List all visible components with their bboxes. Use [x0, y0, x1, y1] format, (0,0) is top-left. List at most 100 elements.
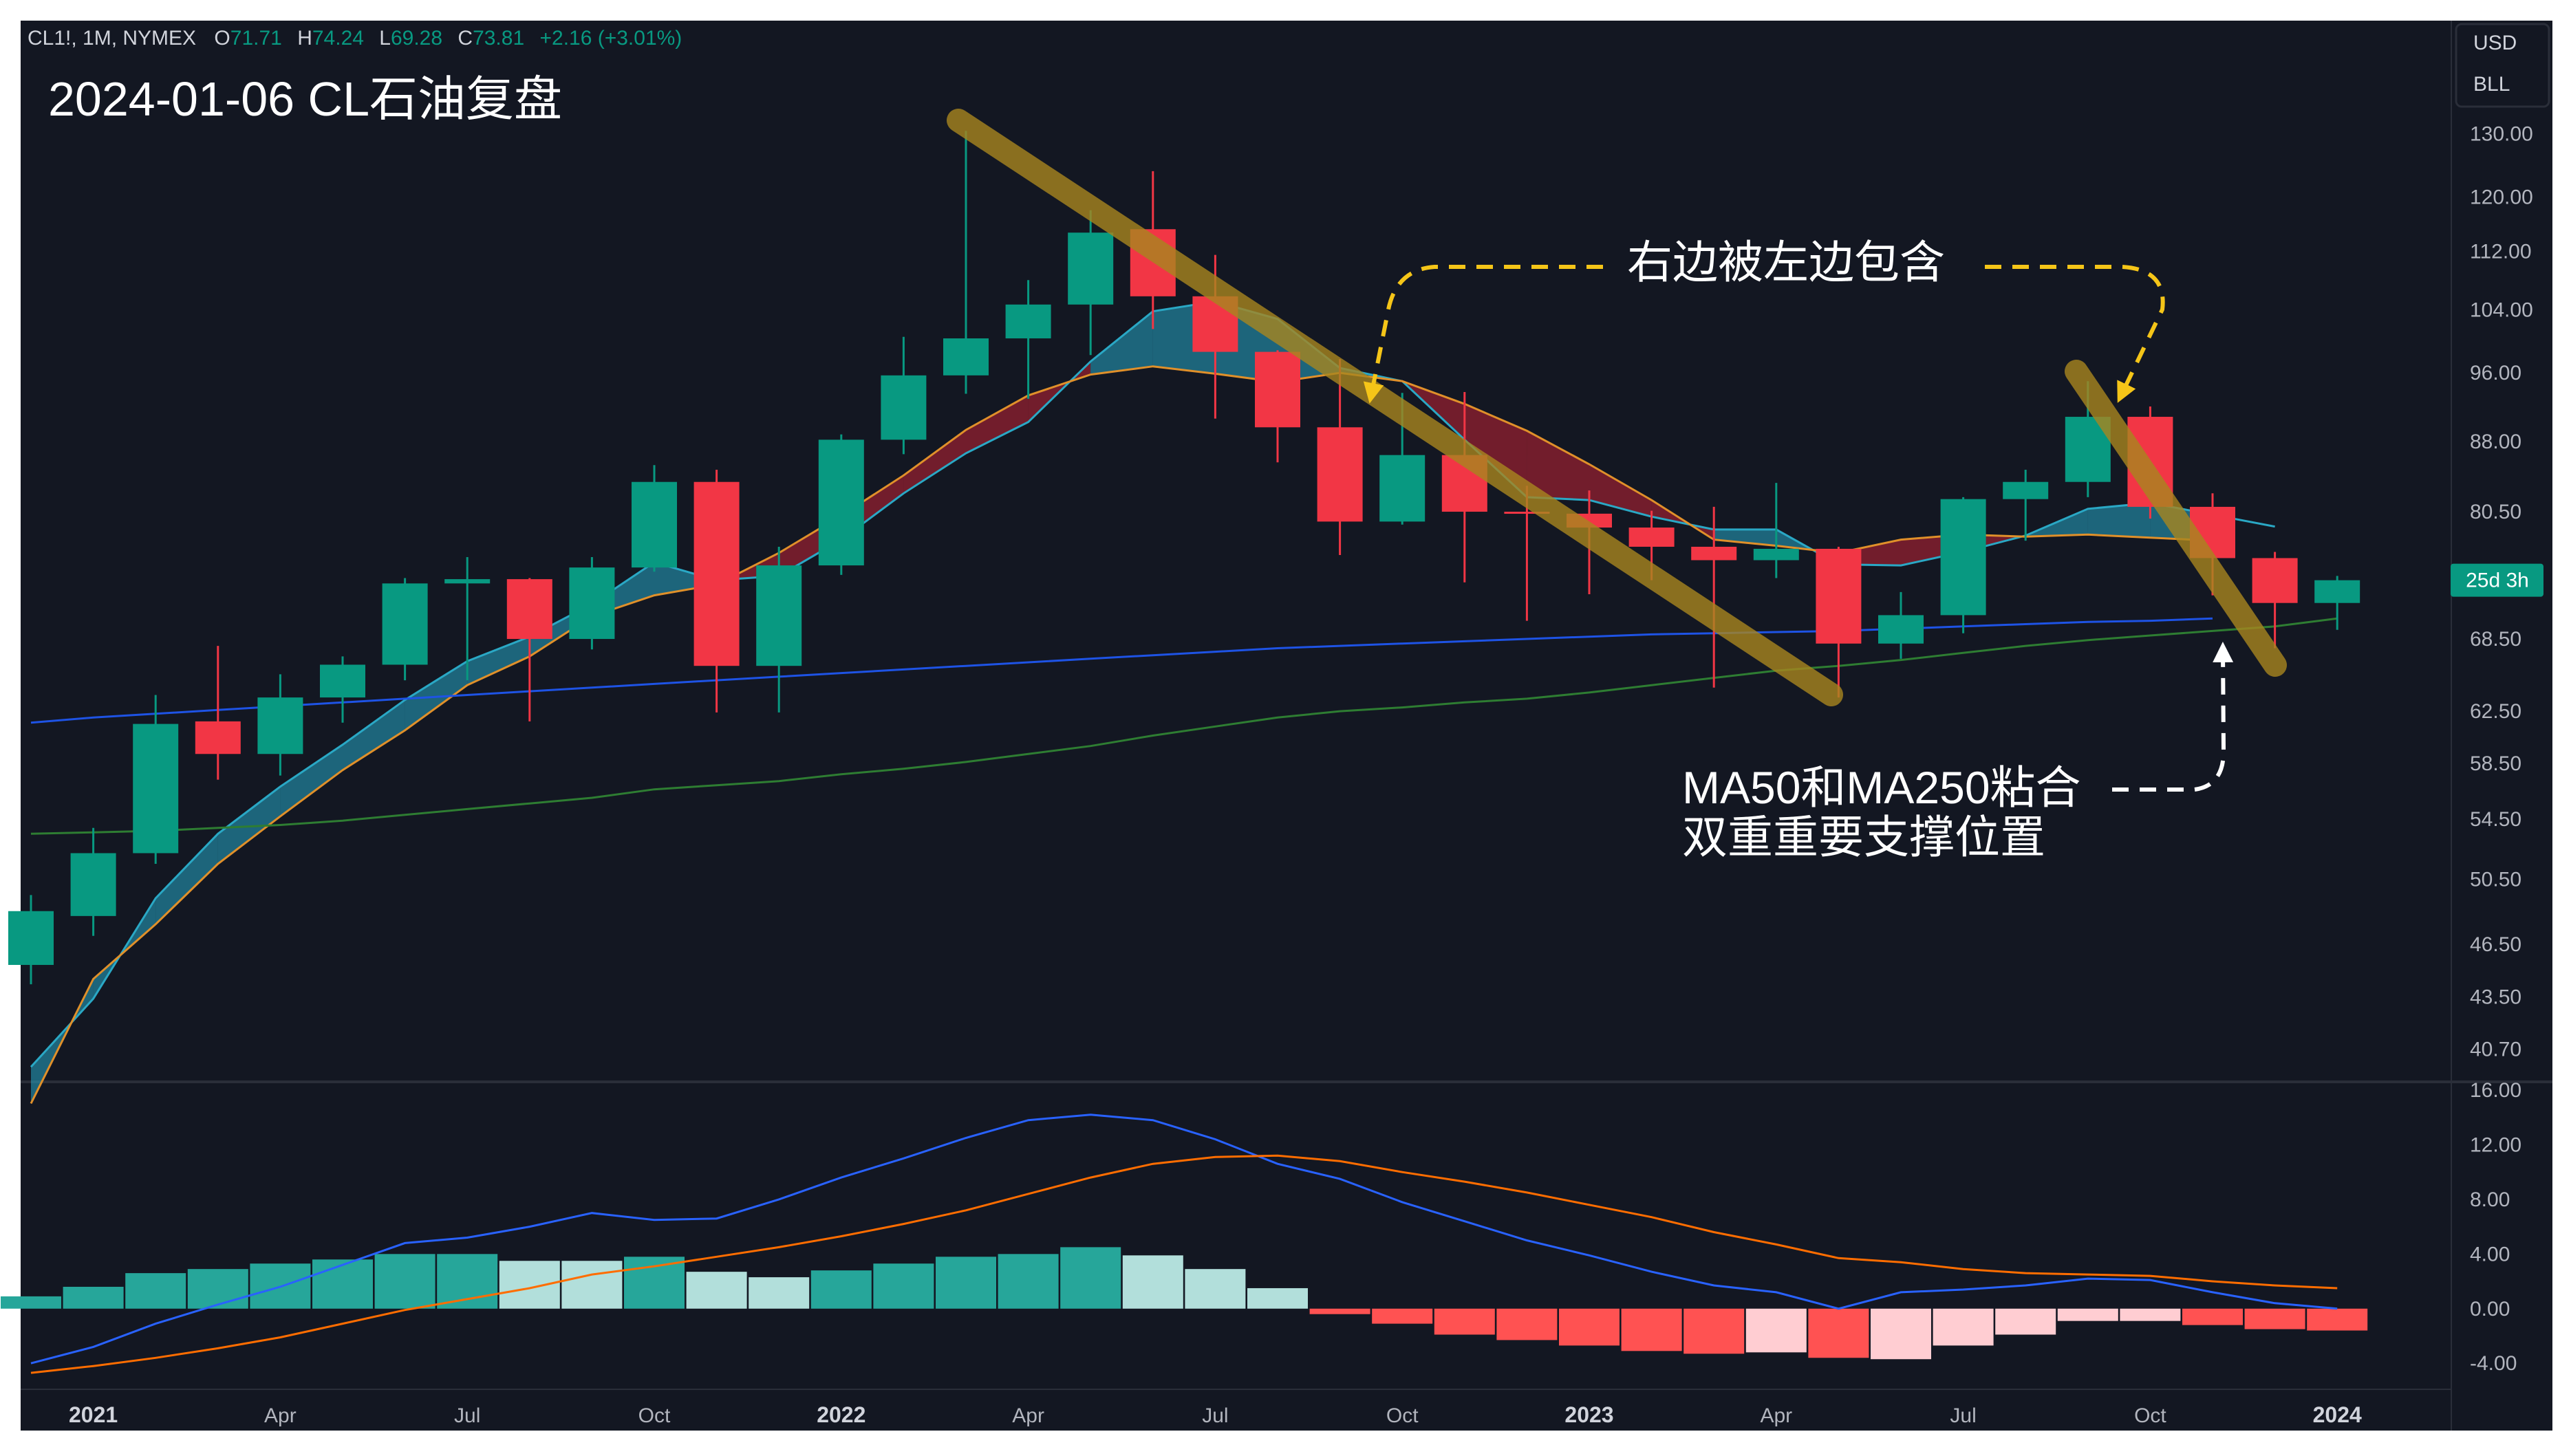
macd-bar: [2057, 1308, 2118, 1321]
candle-2023-04: [1753, 483, 1799, 578]
unit-label: BLL: [2473, 73, 2510, 96]
candle-body: [1753, 548, 1799, 561]
candle-body: [1255, 351, 1300, 428]
candle-body: [2252, 558, 2298, 603]
candle-2022-05: [1068, 210, 1114, 356]
macd-bar: [1496, 1308, 1558, 1340]
candle-body: [70, 853, 116, 916]
chart-title: 2024-01-06 CL石油复盘: [48, 72, 562, 126]
time-tick: Apr: [1012, 1404, 1044, 1427]
price-tick: 40.70: [2470, 1039, 2521, 1061]
macd-tick: -4.00: [2470, 1352, 2517, 1375]
macd-axis: 16.00 12.00 8.00 4.00 0.00 -4.00: [2470, 1079, 2521, 1375]
macd-bar: [437, 1254, 498, 1309]
time-axis: 2021 Apr Jul Oct 2022 Apr Jul Oct 2023 Apr Jul Oct 2…: [69, 1402, 2362, 1427]
time-tick: Jul: [454, 1404, 480, 1427]
candle-2023-05: [1816, 546, 1862, 698]
cloud-segment: [280, 744, 343, 816]
change-value: +2.16 (+3.01%): [539, 27, 682, 50]
time-tick: Oct: [638, 1404, 671, 1427]
macd-bar: [1434, 1308, 1495, 1335]
macd-bar: [749, 1277, 810, 1309]
svg-text:CL1!, 1M, NYMEX O71.71: CL1!, 1M, NYMEX O71.71 H74.24 L69.28 C73…: [28, 27, 682, 50]
candle-body: [569, 567, 615, 640]
macd-bar: [686, 1272, 747, 1309]
macd-bar: [1995, 1308, 2056, 1335]
macd-lines: [30, 1113, 2338, 1374]
price-tick: 46.50: [2470, 933, 2521, 956]
candle-body: [1878, 615, 1924, 644]
currency-label: USD: [2473, 32, 2517, 54]
price-tick: 88.00: [2470, 431, 2521, 453]
time-tick: Apr: [264, 1404, 297, 1427]
candles: [8, 131, 2360, 985]
open-label: O: [214, 27, 230, 50]
cloud-segment: [903, 430, 966, 494]
price-tick: 50.50: [2470, 868, 2521, 891]
countdown-badge: 25d 3h: [2451, 563, 2543, 597]
time-tick: 2024: [2313, 1402, 2362, 1427]
time-tick: 2021: [69, 1402, 118, 1427]
candle-body: [1379, 455, 1426, 522]
candle-2021-11: [693, 470, 740, 713]
annotation-arrow-right: [1985, 265, 2165, 403]
high-value: 74.24: [312, 27, 364, 50]
cloud-segment: [343, 699, 405, 770]
cloud-segment: [1090, 311, 1153, 375]
macd-bar: [810, 1270, 872, 1309]
candle-2022-01: [818, 434, 864, 575]
candle-2021-07: [444, 556, 491, 681]
candle-2023-07: [1940, 497, 1986, 633]
high-label: H: [297, 27, 312, 50]
candle-body: [1628, 528, 1675, 547]
macd-tick: 4.00: [2470, 1243, 2510, 1265]
macd-tick: 8.00: [2470, 1188, 2510, 1211]
macd-bar: [624, 1257, 685, 1309]
macd-tick: 16.00: [2470, 1079, 2521, 1102]
macd-bar: [2120, 1308, 2181, 1321]
macd-bar: [1745, 1308, 1807, 1353]
candle-body: [943, 338, 989, 376]
close-value: 73.81: [473, 27, 524, 50]
time-tick: Jul: [1202, 1404, 1228, 1427]
price-tick: 62.50: [2470, 700, 2521, 723]
candle-2024-01: [2314, 576, 2360, 630]
macd-histogram: [1, 1247, 2368, 1360]
macd-bar: [1871, 1308, 1931, 1360]
low-label: L: [379, 27, 391, 50]
candle-body: [632, 481, 677, 568]
macd-bar: [312, 1259, 373, 1309]
time-tick: Jul: [1950, 1404, 1976, 1427]
macd-bar: [125, 1273, 186, 1309]
candle-body: [2314, 580, 2360, 603]
macd-bar: [1933, 1308, 1994, 1346]
cloud-segment: [1714, 529, 1776, 546]
macd-bar: [63, 1286, 124, 1309]
macd-bar: [1247, 1287, 1308, 1309]
price-tick: 58.50: [2470, 752, 2521, 775]
candle-2021-10: [632, 465, 677, 572]
macd-bar: [1060, 1247, 1121, 1309]
macd-bar: [1621, 1308, 1682, 1351]
candle-body: [1005, 304, 1051, 338]
price-tick: 130.00: [2470, 123, 2533, 146]
candle-2023-06: [1878, 591, 1924, 659]
trendline-1: [947, 109, 1843, 706]
trendline-2: [2065, 360, 2287, 677]
candle-body: [881, 375, 927, 440]
macd-bar: [936, 1257, 996, 1309]
candle-body: [2003, 481, 2049, 499]
cloud-segment: [405, 661, 468, 730]
candle-body: [320, 664, 365, 698]
macd-pane: 16.00 12.00 8.00 4.00 0.00 -4.00: [1, 1079, 2521, 1375]
macd-tick: 12.00: [2470, 1133, 2521, 1156]
scale-box[interactable]: USD BLL: [2455, 23, 2550, 108]
time-tick: 2023: [1564, 1402, 1613, 1427]
macd-bar: [1, 1296, 61, 1309]
candle-2023-03: [1691, 506, 1737, 688]
candle-2022-03: [943, 131, 989, 394]
candle-body: [1504, 512, 1550, 514]
cloud-segment: [1527, 431, 1589, 501]
ma-cloud: [30, 300, 2275, 1105]
